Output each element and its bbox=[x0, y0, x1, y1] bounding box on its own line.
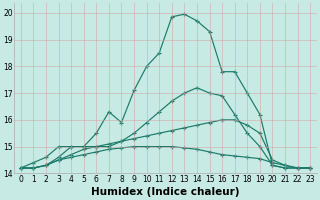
X-axis label: Humidex (Indice chaleur): Humidex (Indice chaleur) bbox=[91, 187, 240, 197]
